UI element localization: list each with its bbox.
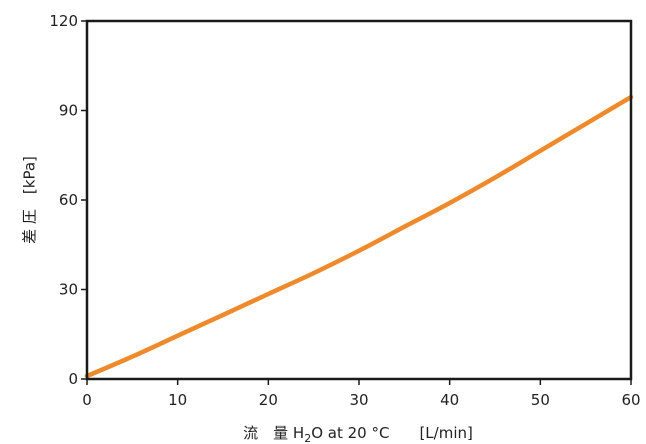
x-tick-label: 60 <box>621 391 640 409</box>
x-axis-label-prefix: 流 量 H <box>243 424 304 442</box>
x-tick-label: 40 <box>440 391 459 409</box>
x-axis-label-subscript: 2 <box>304 432 311 444</box>
x-tick-label: 0 <box>82 391 92 409</box>
x-ticks: 0 10 20 30 40 50 60 <box>82 379 641 409</box>
x-axis-label-suffix: O at 20 °C [L/min] <box>311 424 473 442</box>
y-tick-label: 90 <box>59 102 78 120</box>
x-tick-label: 50 <box>531 391 550 409</box>
y-tick-label: 60 <box>59 191 78 209</box>
series-line <box>84 94 634 379</box>
y-ticks: 0 30 60 90 120 <box>49 12 87 388</box>
x-tick-label: 10 <box>168 391 187 409</box>
y-tick-label: 120 <box>49 12 78 30</box>
y-tick-label: 0 <box>68 370 78 388</box>
plot-frame <box>85 19 633 381</box>
x-axis-label: 流 量 H2O at 20 °C [L/min] <box>243 424 473 444</box>
y-tick-label: 30 <box>59 281 78 299</box>
x-tick-label: 20 <box>259 391 278 409</box>
y-axis-label: 差 圧 [kPa] <box>21 156 39 244</box>
x-tick-label: 30 <box>349 391 368 409</box>
